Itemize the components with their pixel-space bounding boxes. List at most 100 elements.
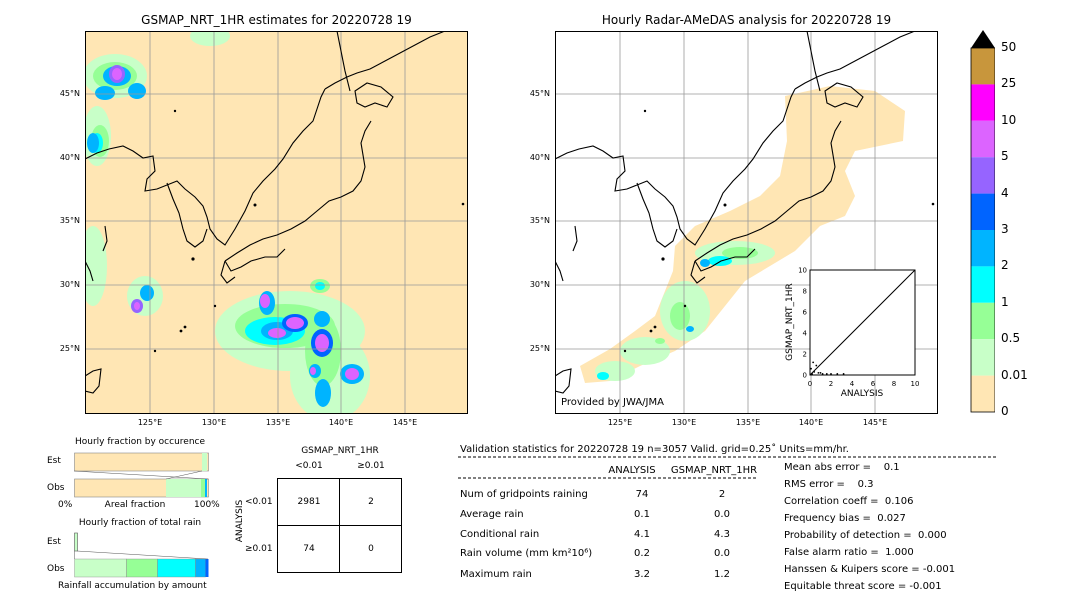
occurrence-obs-label: Obs	[47, 483, 65, 493]
inset-ytick-label: 6	[803, 309, 808, 317]
total-rain-obs-extreme	[205, 559, 209, 577]
colorbar-swatch	[971, 302, 995, 340]
total-rain-obs-heavy	[157, 558, 196, 578]
colorbar-frame	[970, 47, 995, 413]
total-rain-est-label: Est	[47, 537, 61, 547]
score-far: False alarm ratio = 1.000	[784, 547, 914, 558]
inset-ytick-label: 10	[798, 267, 807, 275]
inset-xtick-label: 0	[808, 380, 812, 388]
occurrence-est-bar	[74, 452, 209, 472]
left-map	[85, 31, 468, 414]
right-lon-145: 145°E	[862, 418, 888, 427]
inset-point	[836, 373, 839, 375]
right-lat-35: 35°N	[529, 216, 550, 225]
contingency-row-header: ANALYSIS	[235, 499, 245, 543]
validation-row-gsmap: 0.0	[714, 509, 730, 520]
colorbar-label: 50	[1001, 40, 1017, 54]
right-lon-135: 135°E	[735, 418, 761, 427]
right-lat-40: 40°N	[529, 153, 550, 162]
inset-xtick-label: 8	[892, 380, 896, 388]
colorbar-swatch	[971, 339, 995, 376]
validation-row-label: Rain volume (mm km²10⁶)	[460, 548, 593, 559]
colorbar-label: 0.01	[1001, 367, 1028, 382]
score-ets: Equitable threat score = -0.001	[784, 581, 942, 592]
occurrence-bars	[74, 452, 209, 498]
right-lat-30: 30°N	[529, 280, 550, 289]
inset-xtick-label: 4	[850, 380, 855, 388]
validation-row-analysis: 74	[635, 489, 649, 500]
contingency-col-header: GSMAP_NRT_1HR	[301, 446, 379, 456]
occurrence-axis-right: 100%	[194, 500, 220, 510]
contingency-cell-lt-lt: 2981	[297, 497, 321, 507]
validation-row-label: Num of gridpoints raining	[460, 489, 588, 500]
colorbar	[970, 30, 995, 413]
colorbar-label: 1	[1001, 294, 1009, 309]
occurrence-obs-rain-mod	[201, 479, 205, 497]
inset-point	[819, 372, 822, 374]
occurrence-axis-mid: Areal fraction	[104, 500, 166, 510]
colorbar-label: 0	[1001, 404, 1009, 418]
right-map-islands	[623, 109, 935, 353]
validation-header: Validation statistics for 20220728 19 n=…	[460, 444, 849, 455]
inset-xlabel: ANALYSIS	[840, 389, 884, 399]
occurrence-title: Hourly fraction by occurence	[74, 437, 206, 447]
inset-xtick-label: 6	[871, 380, 876, 388]
total-rain-bars	[74, 532, 209, 578]
inset-point	[812, 361, 815, 364]
score-frequency-bias: Frequency bias = 0.027	[784, 513, 906, 524]
validation-col-gsmap: GSMAP_NRT_1HR	[670, 465, 758, 476]
contingency-cell-lt-ge: 2	[368, 497, 374, 507]
right-lat-45: 45°N	[529, 89, 550, 98]
colorbar-swatch	[971, 375, 995, 412]
right-map-rain-patches	[595, 241, 775, 381]
right-lon-125: 125°E	[607, 418, 633, 427]
left-lat-45: 45°N	[59, 89, 80, 98]
inset-point	[815, 364, 818, 367]
right-lon-140: 140°E	[798, 418, 824, 427]
occurrence-est-label: Est	[47, 456, 61, 466]
left-lon-145: 145°E	[392, 418, 418, 427]
validation-col-analysis: ANALYSIS	[608, 465, 656, 476]
validation-row-analysis: 0.1	[634, 509, 650, 520]
colorbar-swatches	[970, 47, 995, 413]
colorbar-label: 5	[1001, 149, 1009, 164]
colorbar-label: 2	[1001, 258, 1009, 273]
left-map-coastlines	[85, 31, 446, 394]
inset-ytick-label: 8	[803, 288, 807, 296]
colorbar-label: 10	[1001, 112, 1017, 127]
left-map-title: GSMAP_NRT_1HR estimates for 20220728 19	[141, 13, 412, 27]
right-lon-130: 130°E	[671, 418, 697, 427]
inset-ylabel: GSMAP_NRT_1HR	[785, 283, 795, 361]
left-lon-135: 135°E	[265, 418, 291, 427]
left-lat-25: 25°N	[59, 344, 80, 353]
right-lat-25: 25°N	[529, 344, 550, 353]
validation-row-gsmap: 2	[718, 489, 726, 500]
total-rain-est-bar	[74, 532, 78, 552]
left-map-rain-patches	[85, 31, 370, 414]
inset-ytick-label: 2	[803, 351, 807, 359]
right-map-coastlines	[555, 31, 916, 394]
occurrence-obs-rain-heavy	[205, 479, 207, 497]
left-map-frame	[85, 31, 468, 414]
inset-xtick-label: 10	[911, 380, 920, 388]
occurrence-axis-left: 0%	[58, 500, 73, 510]
validation-row-analysis: 3.2	[634, 569, 650, 580]
left-map-islands	[153, 109, 465, 353]
right-map-title: Hourly Radar-AMeDAS analysis for 2022072…	[601, 13, 892, 27]
score-correlation: Correlation coeff = 0.106	[784, 496, 914, 507]
contingency-col-ge: ≥0.01	[357, 461, 385, 471]
colorbar-extend-triangle	[971, 30, 995, 48]
occurrence-obs-rain-light	[166, 479, 201, 497]
validation-row-analysis: 0.2	[634, 548, 650, 559]
inset-point	[817, 372, 820, 374]
right-map	[555, 31, 938, 414]
colorbar-swatch	[971, 84, 995, 121]
validation-row-label: Average rain	[460, 509, 524, 520]
occurrence-est-rain	[202, 453, 207, 471]
inset-xtick-label: 2	[829, 380, 833, 388]
validation-row-analysis: 4.1	[634, 529, 650, 540]
total-rain-obs-vheavy	[195, 558, 206, 578]
total-rain-obs-light	[74, 558, 127, 578]
contingency-row-lt: <0.01	[245, 497, 273, 507]
left-lat-30: 30°N	[59, 280, 80, 289]
